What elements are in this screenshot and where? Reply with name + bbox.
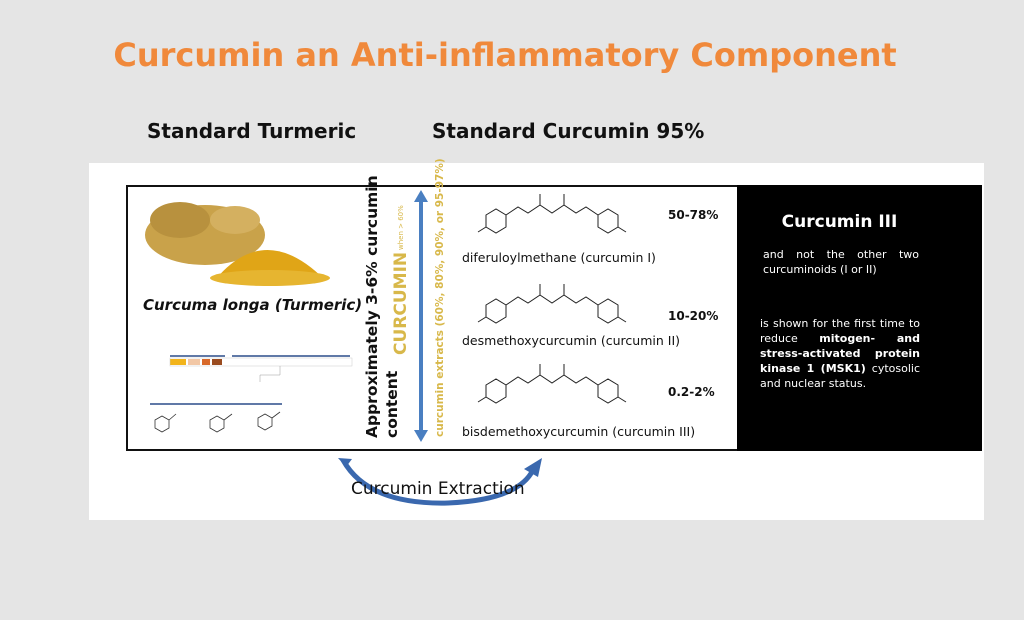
double-arrow-icon: [414, 190, 428, 442]
turmeric-composition-diagram: [150, 355, 353, 433]
curcumin-iii-name: bisdemethoxycurcumin (curcumin III): [462, 424, 696, 439]
curcumin-label: CURCUMIN: [391, 251, 411, 355]
curcumin-ii-name: desmethoxycurcumin (curcumin II): [462, 333, 681, 348]
curcumin-content-line2: content: [383, 370, 401, 438]
subtitle-standard-curcumin: Standard Curcumin 95%: [432, 119, 705, 143]
panel-text-1: and not the other two curcuminoids (I or…: [763, 248, 919, 276]
curcumin-iii-structure: [477, 364, 627, 404]
curcumin-ii-percent: 10-20%: [668, 309, 719, 323]
panel-text-2a: is shown for the first time to reduce: [760, 317, 920, 345]
curcumin-note: when > 60%: [397, 205, 405, 250]
curcumin-iii-percent: 0.2-2%: [668, 385, 715, 399]
curcumin-content-line1: Approximately 3-6% curcumin: [363, 175, 381, 438]
curcuminoid-structures: [477, 194, 627, 404]
panel-text-2b: cytosolic and nuclear status.: [760, 362, 921, 390]
extraction-arrow-icon: [338, 458, 542, 506]
curcumin-i-percent: 50-78%: [668, 208, 719, 222]
curcumin-iii-panel: Curcumin III and not the other two curcu…: [737, 185, 982, 451]
page-title: Curcumin an Anti-inflammatory Component: [113, 36, 897, 74]
extraction-label: Curcumin Extraction: [351, 479, 525, 499]
curcumin-i-structure: [477, 194, 627, 234]
curcumin-i-name: diferuloylmethane (curcumin I): [462, 250, 656, 265]
turmeric-image: [145, 202, 330, 286]
curcumin-ii-structure: [477, 284, 627, 324]
panel-heading: Curcumin III: [781, 212, 898, 232]
subtitle-standard-turmeric: Standard Turmeric: [147, 119, 357, 143]
turmeric-caption: Curcuma longa (Turmeric): [143, 296, 363, 314]
panel-text-2-bold: mitogen- and stress-activated protein ki…: [760, 332, 920, 375]
panel-text-2: is shown for the first time to reduce mi…: [760, 316, 920, 391]
curcumin-extracts-label: curcumin extracts (60%, 80%, 90%, or 95-…: [434, 158, 446, 437]
